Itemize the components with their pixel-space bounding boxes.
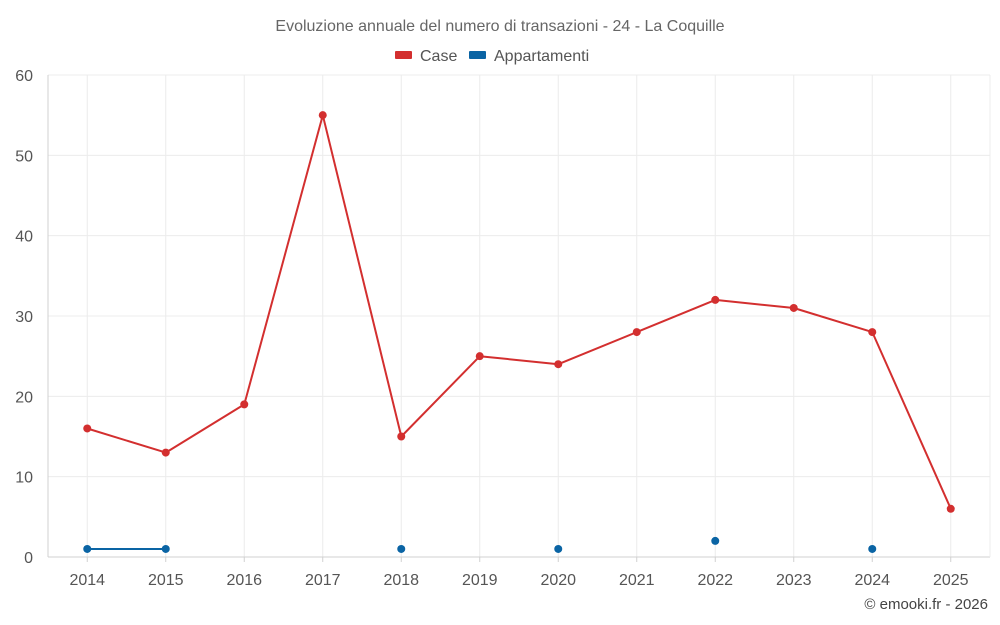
- data-point-appartamenti-2018[interactable]: [397, 544, 406, 553]
- x-tick-label: 2019: [462, 572, 498, 589]
- x-tick-label: 2025: [933, 572, 969, 589]
- data-point-case-2020[interactable]: [554, 360, 563, 369]
- data-point-appartamenti-2024[interactable]: [868, 544, 877, 553]
- x-tick-label: 2024: [854, 572, 890, 589]
- data-point-case-2017[interactable]: [318, 111, 327, 120]
- x-tick-label: 2018: [383, 572, 419, 589]
- x-tick-label: 2017: [305, 572, 341, 589]
- data-point-case-2016[interactable]: [240, 400, 249, 409]
- series-appartamenti: [83, 536, 877, 553]
- x-tick-label: 2023: [776, 572, 812, 589]
- y-tick-label: 50: [15, 148, 33, 165]
- data-point-appartamenti-2014[interactable]: [83, 544, 92, 553]
- data-point-case-2023[interactable]: [789, 303, 798, 312]
- series-case: [83, 111, 955, 513]
- y-tick-label: 20: [15, 389, 33, 406]
- y-tick-label: 60: [15, 68, 33, 85]
- x-tick-label: 2021: [619, 572, 655, 589]
- data-point-case-2022[interactable]: [711, 295, 720, 304]
- x-tick-label: 2015: [148, 572, 184, 589]
- y-tick-label: 40: [15, 229, 33, 246]
- legend-swatch-case[interactable]: [395, 51, 412, 59]
- data-point-case-2019[interactable]: [475, 352, 484, 361]
- data-point-case-2015[interactable]: [161, 448, 170, 457]
- data-point-case-2024[interactable]: [868, 328, 877, 337]
- data-point-case-2025[interactable]: [946, 504, 955, 513]
- x-tick-label: 2022: [697, 572, 733, 589]
- gridlines: [48, 74, 990, 557]
- data-point-case-2014[interactable]: [83, 424, 92, 433]
- legend-label-case[interactable]: Case: [420, 48, 457, 65]
- data-point-case-2021[interactable]: [632, 328, 641, 337]
- data-point-appartamenti-2015[interactable]: [161, 544, 170, 553]
- x-tick-label: 2020: [540, 572, 576, 589]
- series: [83, 111, 955, 553]
- y-tick-label: 0: [24, 550, 33, 567]
- credit-text: © emooki.fr - 2026: [864, 596, 988, 613]
- legend: Case Appartamenti: [395, 48, 589, 65]
- x-tick-label: 2014: [69, 572, 105, 589]
- axes: 0 10 20 30 40 50 60 2014 2015 2016 2017 2018 2019 202…: [15, 68, 991, 589]
- x-tick-label: 2016: [226, 572, 262, 589]
- data-point-appartamenti-2020[interactable]: [554, 544, 563, 553]
- legend-label-appartamenti[interactable]: Appartamenti: [494, 48, 589, 65]
- chart-title: Evoluzione annuale del numero di transaz…: [275, 18, 724, 35]
- y-tick-label: 10: [15, 470, 33, 487]
- y-tick-label: 30: [15, 309, 33, 326]
- data-point-case-2018[interactable]: [397, 432, 406, 441]
- series-line-case: [87, 114, 952, 510]
- legend-swatch-appartamenti[interactable]: [469, 51, 486, 59]
- data-point-appartamenti-2022[interactable]: [711, 536, 720, 545]
